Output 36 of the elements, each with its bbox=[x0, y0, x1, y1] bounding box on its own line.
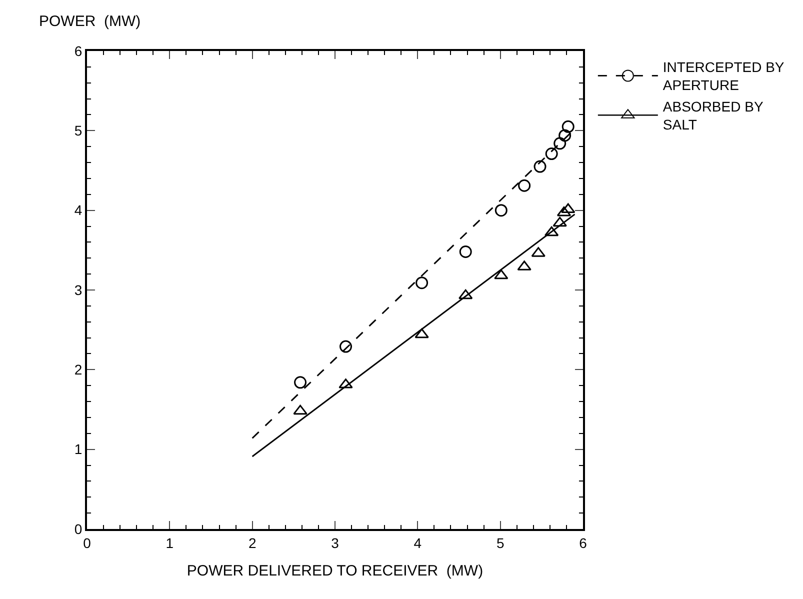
y-tick-label: 0 bbox=[74, 520, 82, 537]
x-axis-title: POWER DELIVERED TO RECEIVER (MW) bbox=[186, 562, 484, 580]
y-axis-title: POWER (MW) bbox=[39, 13, 141, 30]
point bbox=[293, 404, 308, 415]
point bbox=[558, 129, 572, 142]
y-tick-label: 5 bbox=[74, 122, 82, 139]
legend-label: INTERCEPTED BY APERTURE bbox=[662, 59, 785, 94]
point bbox=[544, 226, 559, 236]
y-tick-label: 2 bbox=[74, 362, 82, 378]
point bbox=[294, 376, 307, 389]
x-tick-label: 2 bbox=[248, 534, 256, 551]
point bbox=[416, 276, 428, 290]
point bbox=[340, 340, 352, 353]
y-tick-label: 4 bbox=[74, 202, 82, 218]
point bbox=[554, 137, 566, 150]
point bbox=[545, 148, 558, 160]
point bbox=[518, 179, 531, 192]
point bbox=[562, 120, 574, 133]
x-tick-label: 3 bbox=[331, 534, 340, 551]
point bbox=[494, 204, 508, 217]
point bbox=[552, 216, 567, 227]
point bbox=[414, 328, 429, 338]
x-tick-label: 5 bbox=[496, 534, 504, 551]
y-tick-label: 3 bbox=[74, 282, 82, 298]
point bbox=[459, 246, 472, 258]
x-tick-label: 4 bbox=[414, 534, 422, 551]
point bbox=[561, 203, 576, 214]
x-tick-label: 1 bbox=[166, 534, 174, 551]
legend-label: ABSORBED BY SALT bbox=[662, 98, 764, 133]
point bbox=[494, 269, 508, 280]
x-tick-label: 6 bbox=[579, 534, 588, 551]
point bbox=[534, 160, 546, 173]
y-tick-label: 1 bbox=[74, 441, 82, 458]
point bbox=[458, 289, 473, 300]
y-tick-label: 6 bbox=[74, 42, 82, 59]
point bbox=[556, 206, 572, 216]
